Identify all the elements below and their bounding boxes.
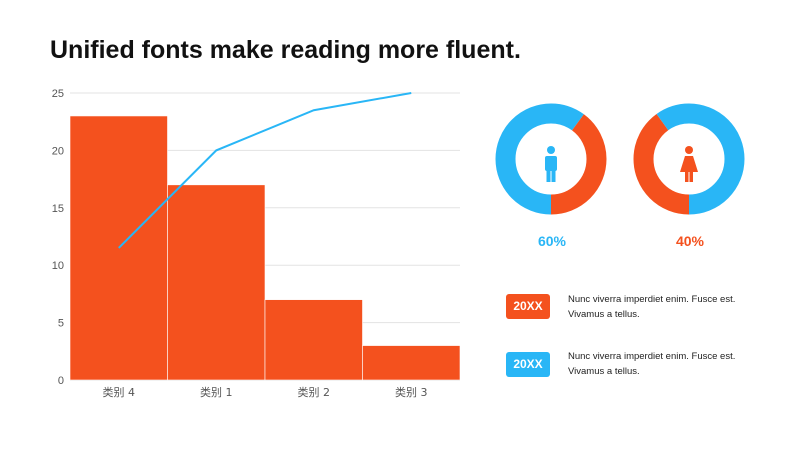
legend-badge-orange: 20XX xyxy=(506,294,550,319)
x-tick-label: 类别 2 xyxy=(298,385,331,399)
legend-text-orange: Nunc viverra imperdiet enim. Fusce est. … xyxy=(568,292,748,322)
y-tick-label: 5 xyxy=(58,318,64,330)
y-tick-label: 10 xyxy=(52,260,64,272)
male-donut-chart xyxy=(495,103,607,215)
female-percent-label: 40% xyxy=(675,233,705,249)
slide-title: Unified fonts make reading more fluent. xyxy=(50,36,521,64)
pareto-chart: 0 5 10 15 20 25 类别 4 类别 1 类别 2 类别 3 xyxy=(52,88,461,399)
x-tick-label: 类别 4 xyxy=(103,385,136,399)
x-tick-label: 类别 3 xyxy=(395,385,428,399)
bar xyxy=(362,345,461,381)
male-percent-label: 60% xyxy=(537,233,567,249)
legend-text-line: Nunc viverra imperdiet enim. Fusce est. xyxy=(568,351,736,362)
donut-slice xyxy=(633,103,745,215)
y-tick-label: 0 xyxy=(58,375,64,387)
legend-text-line: Vivamus a tellus. xyxy=(568,366,640,377)
legend-text-blue: Nunc viverra imperdiet enim. Fusce est. … xyxy=(568,349,748,379)
x-tick-label: 类别 1 xyxy=(200,385,233,399)
bar xyxy=(69,115,168,381)
legend-text-line: Vivamus a tellus. xyxy=(568,309,640,320)
bar xyxy=(264,299,363,381)
y-tick-label: 25 xyxy=(52,88,64,100)
y-tick-label: 15 xyxy=(52,203,64,215)
female-person-icon xyxy=(680,146,698,182)
legend-badge-blue: 20XX xyxy=(506,352,550,377)
female-donut-chart xyxy=(633,103,745,215)
donut-slice xyxy=(495,103,607,215)
bar xyxy=(167,184,266,381)
male-person-icon xyxy=(545,146,557,182)
legend-text-line: Nunc viverra imperdiet enim. Fusce est. xyxy=(568,294,736,305)
cumulative-line xyxy=(118,92,412,249)
y-tick-label: 20 xyxy=(52,145,64,157)
